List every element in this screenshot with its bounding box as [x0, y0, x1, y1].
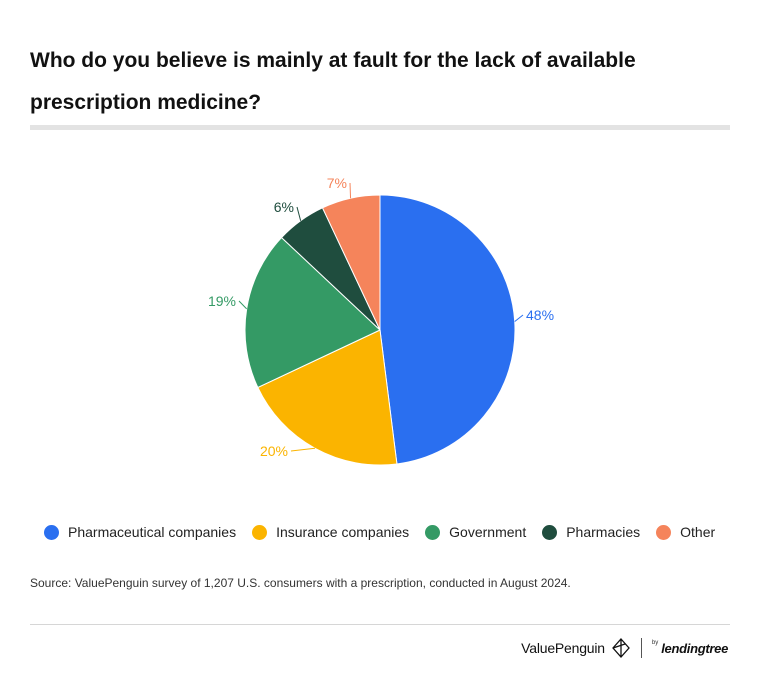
legend-swatch	[44, 524, 59, 540]
legend-item-pharmaceutical-companies: Pharmaceutical companies	[44, 524, 236, 540]
legend-swatch	[656, 524, 672, 540]
data-label-government: 19%	[208, 293, 236, 309]
brand-by-text: by	[651, 640, 659, 646]
legend-label: Government	[449, 524, 527, 540]
pie-slice-pharmaceutical-companies	[379, 194, 516, 465]
data-label-insurance-companies: 20%	[260, 443, 288, 459]
leader-line-pharmaceutical-companies	[514, 314, 524, 322]
pie-slice-other	[321, 194, 381, 331]
legend-item-other: Other	[656, 524, 715, 540]
branding: ValuePenguin by lendingtree	[521, 638, 728, 658]
legend-item-insurance-companies: Insurance companies	[252, 524, 409, 540]
data-label-pharmaceutical-companies: 48%	[526, 307, 554, 323]
legend-item-government: Government	[425, 524, 526, 540]
legend-label: Other	[680, 524, 716, 540]
legend-swatch	[252, 524, 268, 540]
data-label-pharmacies: 6%	[274, 199, 294, 215]
valuepenguin-logo-text: ValuePenguin	[521, 640, 605, 656]
legend-label: Pharmacies	[566, 524, 641, 540]
legend-swatch	[542, 524, 558, 540]
leader-line-other	[349, 182, 352, 199]
source-note: Source: ValuePenguin survey of 1,207 U.S…	[30, 576, 571, 590]
data-label-other: 7%	[327, 175, 347, 191]
leader-line-government	[238, 300, 248, 310]
legend: Pharmaceutical companies Insurance compa…	[44, 524, 731, 540]
footer-divider	[30, 624, 730, 625]
legend-item-pharmacies: Pharmacies	[542, 524, 640, 540]
brand-separator	[640, 638, 642, 658]
leader-line-insurance-companies	[290, 447, 316, 452]
lendingtree-logo-text: lendingtree	[661, 640, 728, 656]
legend-label: Insurance companies	[276, 524, 410, 540]
legend-swatch	[425, 524, 441, 540]
chart-title: Who do you believe is mainly at fault fo…	[30, 49, 636, 114]
title-divider	[30, 125, 730, 130]
pie-chart: 48% 20% 19% 6% 7%	[208, 175, 554, 466]
valuepenguin-icon	[612, 638, 630, 658]
leader-line-pharmacies	[296, 206, 302, 221]
legend-label: Pharmaceutical companies	[68, 524, 237, 540]
pie-slice-government	[244, 236, 381, 389]
